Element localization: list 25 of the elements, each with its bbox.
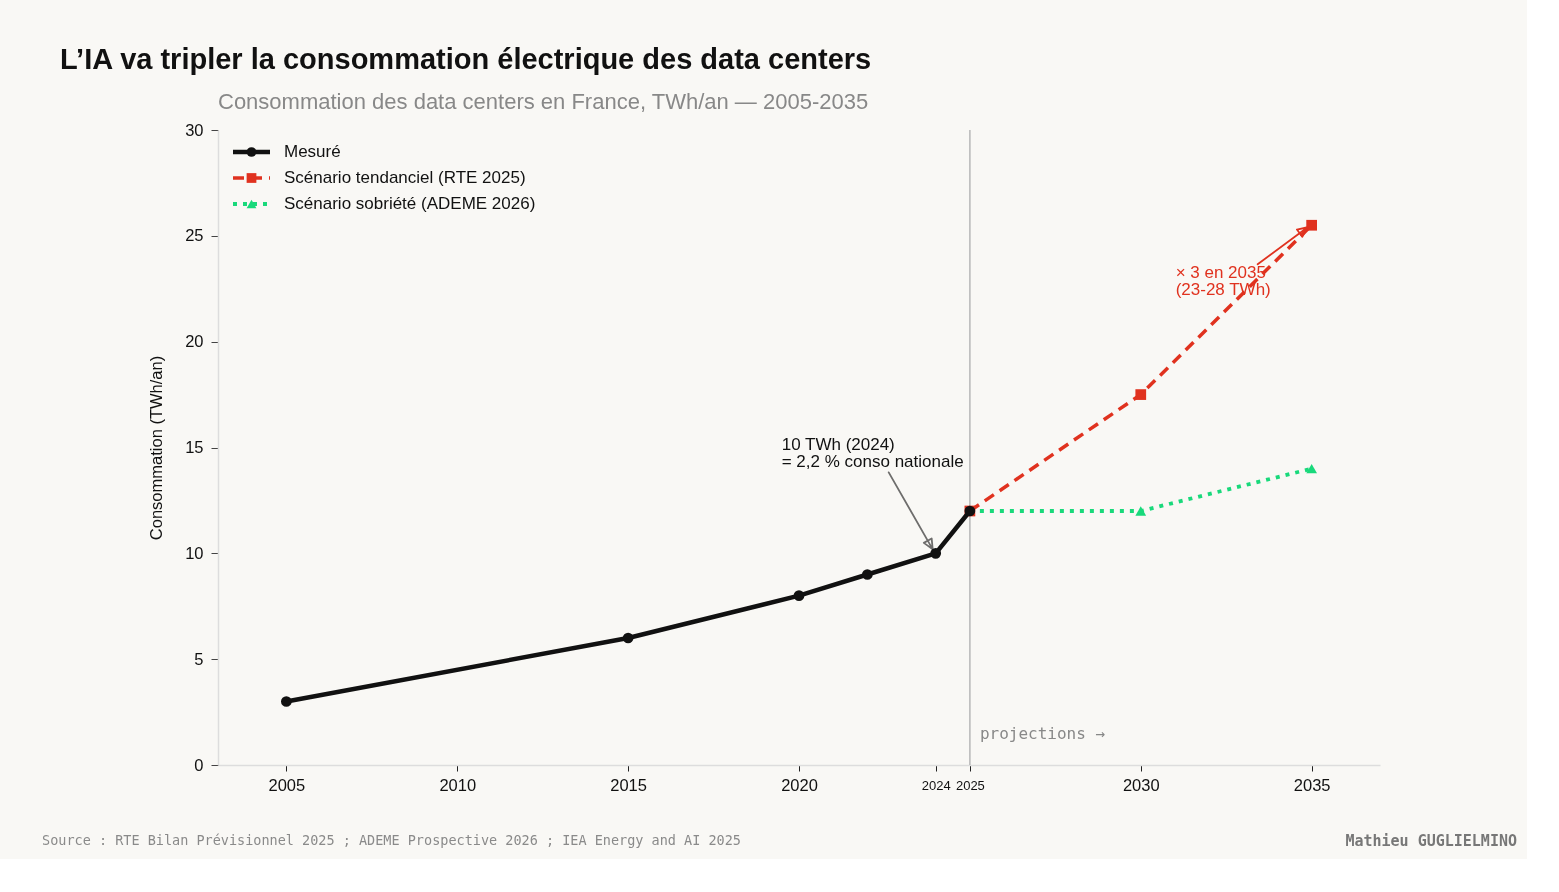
- y-tick-label: 20: [185, 332, 204, 351]
- annotation: 10 TWh (2024) = 2,2 % conso nationale: [781, 435, 964, 472]
- x-tick-label: 2020: [781, 775, 818, 794]
- y-tick-label: 0: [194, 755, 204, 774]
- y-tick-label: 10: [185, 543, 204, 562]
- y-tick-label: 5: [194, 649, 204, 668]
- x-tick-label: 2010: [439, 775, 477, 794]
- x-tick-label: 2005: [268, 775, 306, 794]
- text: Mathieu GUGLIELMINO: [1345, 832, 1517, 850]
- x-tick-label: 2035: [1293, 775, 1331, 794]
- legend-label: Scénario tendanciel (RTE 2025): [284, 168, 526, 187]
- source-note: Source : RTE Bilan Prévisionnel 2025 ; ADEME Prospective 2026 ; IEA Energy and AI 2025: [42, 832, 741, 848]
- legend-label: Scénario sobriété (ADEME 2026): [284, 194, 536, 213]
- legend-label: Mesuré: [284, 142, 341, 161]
- x-tick-label: 2015: [610, 775, 647, 794]
- ref-line-label: projections →: [979, 724, 1106, 743]
- y-axis-title: Consommation (TWh/an): [147, 355, 166, 541]
- chart-subtitle: Consommation des data centers en France, TWh/an — 2005-2035: [218, 89, 869, 114]
- x-tick-label: 2030: [1122, 775, 1160, 794]
- chart-title: L’IA va tripler la consommation électrique des data centers: [60, 43, 872, 75]
- x-tick-label: 2025: [955, 777, 985, 793]
- y-tick-label: 15: [185, 438, 204, 456]
- y-tick-label: 25: [185, 226, 204, 245]
- y-tick-label: 30: [185, 120, 204, 139]
- x-tick-label: 2024: [921, 777, 951, 793]
